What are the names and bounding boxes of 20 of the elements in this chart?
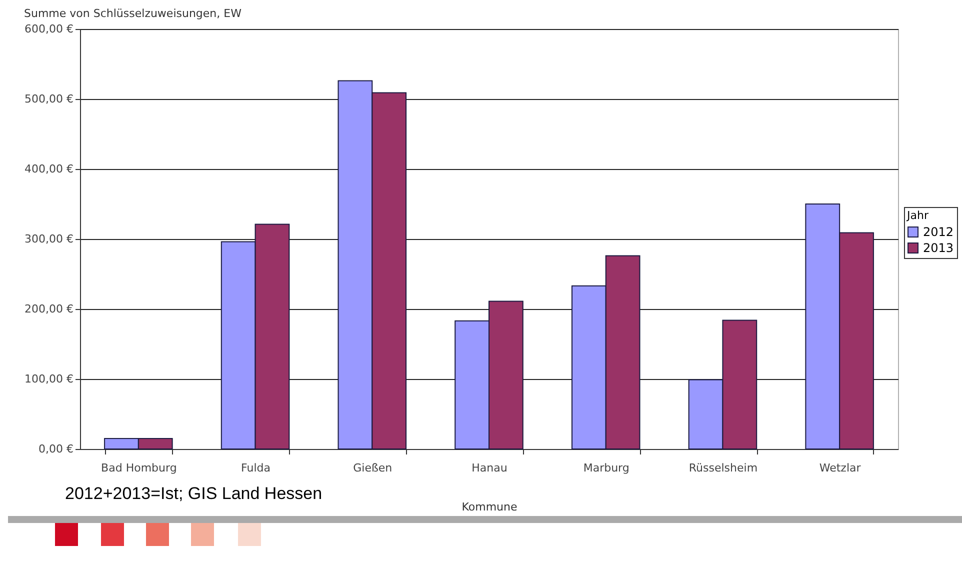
x-axis-title: Kommune: [462, 500, 518, 514]
y-tick-label: 0,00 €: [38, 442, 74, 456]
x-tick-label: Wetzlar: [819, 462, 862, 474]
y-tick-label: 300,00 €: [24, 232, 74, 246]
y-tick-label: 400,00 €: [24, 162, 74, 176]
y-tick-label: 200,00 €: [24, 302, 74, 316]
x-tick-label: Rüsselsheim: [688, 462, 758, 474]
x-tick-label: Fulda: [241, 462, 271, 474]
legend-label: 2012: [923, 225, 954, 239]
x-tick-label: Hanau: [472, 462, 508, 474]
y-tick-label: 600,00 €: [24, 22, 74, 36]
legend-title: Jahr: [906, 209, 929, 222]
y-tick-label: 100,00 €: [24, 372, 74, 386]
text: 2012+2013=Ist; GIS Land Hessen: [65, 484, 322, 504]
chart-title: Summe von Schlüsselzuweisungen, EW: [24, 7, 242, 20]
x-tick-label: Gießen: [353, 462, 392, 474]
y-tick-label: 500,00 €: [24, 92, 74, 106]
legend-label: 2013: [923, 241, 954, 255]
x-tick-label: Marburg: [583, 462, 630, 474]
x-tick-label: Bad Homburg: [101, 462, 177, 474]
